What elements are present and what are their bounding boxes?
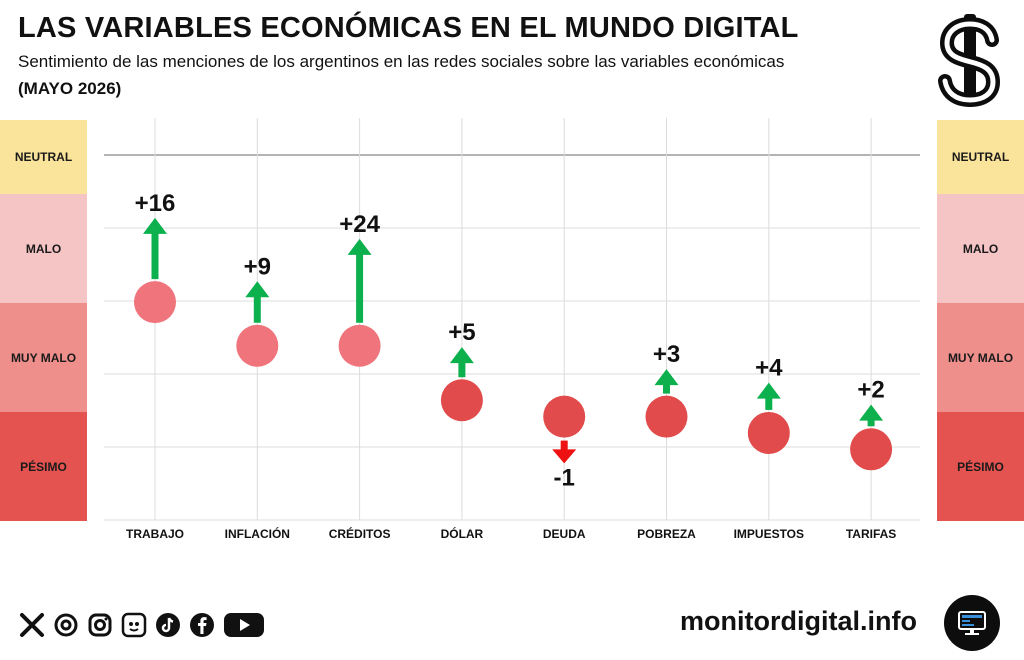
threads-icon[interactable]	[52, 611, 80, 639]
instagram-icon[interactable]	[86, 611, 114, 639]
band-malo: MALO	[0, 194, 87, 303]
arrow-up-icon	[756, 382, 781, 399]
change-label: +16	[135, 190, 176, 217]
sentiment-scale-right: NEUTRAL MALO MUY MALO PÉSIMO	[937, 120, 1024, 521]
data-point	[645, 395, 688, 438]
data-point	[134, 281, 176, 324]
x-tick-label: POBREZA	[637, 527, 696, 541]
band-neutral: NEUTRAL	[937, 120, 1024, 194]
sentiment-scale-left: NEUTRAL MALO MUY MALO PÉSIMO	[0, 120, 87, 521]
x-tick-label: CRÉDITOS	[329, 526, 391, 541]
facebook-icon[interactable]	[188, 611, 216, 639]
change-label: +5	[448, 319, 475, 346]
x-tick-label: TRABAJO	[126, 527, 184, 541]
x-tick-label: IMPUESTOS	[734, 527, 804, 541]
change-label: -1	[554, 464, 575, 491]
x-tick-label: DEUDA	[543, 527, 586, 541]
band-pésimo: PÉSIMO	[0, 412, 87, 521]
chart-subtitle: Sentimiento de las menciones de los arge…	[18, 52, 785, 71]
band-muy-malo: MUY MALO	[937, 303, 1024, 412]
youtube-icon[interactable]	[222, 611, 266, 639]
x-icon[interactable]	[18, 611, 46, 639]
arrow-up-icon	[654, 369, 679, 386]
change-label: +9	[244, 253, 271, 280]
change-label: +4	[755, 355, 783, 382]
arrow-up-icon	[347, 238, 372, 255]
band-neutral: NEUTRAL	[0, 120, 87, 194]
social-links	[18, 610, 266, 640]
x-tick-label: INFLACIÓN	[225, 526, 290, 541]
change-label: +24	[339, 211, 380, 238]
band-pésimo: PÉSIMO	[937, 412, 1024, 521]
change-label: +3	[653, 341, 680, 368]
data-point	[747, 411, 790, 454]
data-point	[236, 324, 279, 367]
x-tick-label: DÓLAR	[441, 526, 484, 541]
arrow-up-icon	[449, 347, 474, 364]
band-malo: MALO	[937, 194, 1024, 303]
data-point	[440, 379, 483, 422]
change-label: +2	[857, 377, 884, 404]
monitor-icon	[944, 595, 1000, 651]
arrow-down-icon	[552, 449, 577, 464]
chart-title: LAS VARIABLES ECONÓMICAS EN EL MUNDO DIG…	[18, 12, 799, 44]
arrow-up-icon	[245, 281, 270, 298]
x-tick-label: TARIFAS	[846, 527, 896, 541]
dollar-sign-icon	[938, 14, 1001, 108]
chart-period: (MAYO 2026)	[18, 79, 122, 98]
bluesky-icon[interactable]	[120, 611, 148, 639]
website-url[interactable]: monitordigital.info	[680, 606, 917, 636]
data-point	[850, 428, 893, 471]
arrow-up-icon	[859, 404, 884, 421]
sentiment-chart: +16 TRABAJO +9 INFLACIÓN +24 CRÉDITOS +5 DÓLAR -…	[104, 118, 920, 541]
arrow-up-icon	[143, 217, 167, 234]
data-point	[543, 395, 586, 438]
tiktok-icon[interactable]	[154, 611, 182, 639]
data-point	[338, 324, 381, 367]
band-muy-malo: MUY MALO	[0, 303, 87, 412]
